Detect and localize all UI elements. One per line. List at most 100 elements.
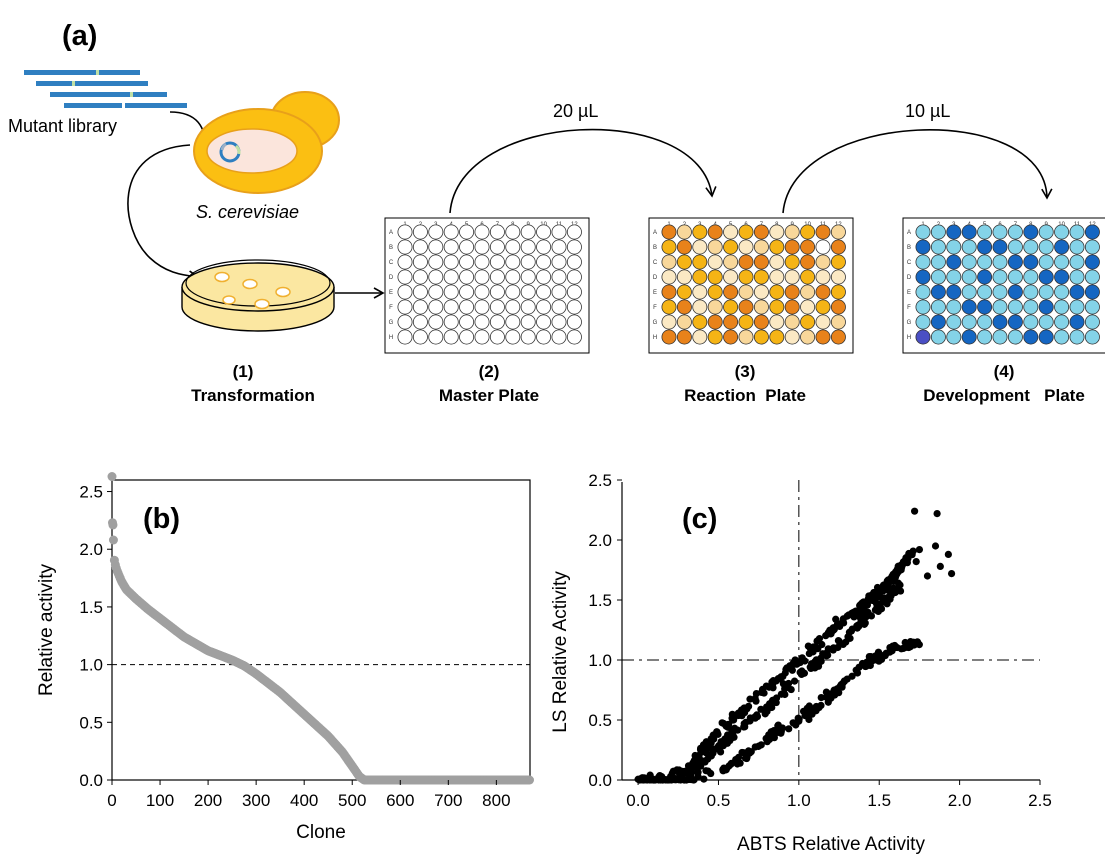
plate-well [977, 239, 993, 255]
plate-well [397, 269, 413, 285]
plate-well [1023, 254, 1039, 270]
volume-label-10: 10 µL [905, 101, 950, 121]
plate-well [946, 254, 962, 270]
chart-c-point [860, 602, 869, 610]
plate-well [707, 239, 723, 255]
chart-c-point [774, 721, 782, 729]
plate-well [977, 254, 993, 270]
chart-b-y-tick-label: 2.5 [79, 483, 103, 502]
chart-c-point [741, 754, 750, 762]
step-4-name: Development Plate [923, 386, 1085, 405]
plate-well [1007, 284, 1023, 300]
plate-well [784, 329, 800, 345]
chart-c-point [639, 776, 647, 784]
plate-well [551, 239, 567, 255]
plate-well [930, 314, 946, 330]
plate-well [443, 224, 459, 240]
chart-c-point [850, 609, 858, 618]
plate-well [1038, 329, 1054, 345]
plate-well [661, 284, 677, 300]
plate-well [769, 314, 785, 330]
chart-c-point [810, 705, 818, 713]
plate-well [1084, 254, 1100, 270]
chart-c-point [887, 575, 895, 583]
panel-a-label: (a) [62, 20, 97, 52]
plate-well [930, 284, 946, 300]
chart-b-y-tick-label: 2.0 [79, 540, 103, 559]
chart-c-point [912, 558, 920, 566]
plate-well [692, 314, 708, 330]
panel-a: (a) Mutant library S. cerevisi [8, 20, 1105, 405]
plate-well [692, 269, 708, 285]
plate-well [930, 239, 946, 255]
plate-well [707, 284, 723, 300]
plate-well [536, 284, 552, 300]
chart-c-point [768, 703, 776, 712]
chart-c-point [702, 738, 711, 746]
plate-well [428, 299, 444, 315]
plate-well [412, 254, 428, 270]
plate-row-label: E [907, 290, 911, 296]
chart-c-point [697, 758, 705, 767]
plate-well [930, 329, 946, 345]
plate-well [412, 284, 428, 300]
plate-well [707, 314, 723, 330]
plate-well [946, 224, 962, 240]
chart-c-point [762, 734, 770, 742]
plate-well [830, 314, 846, 330]
plate-row-label: C [389, 260, 394, 266]
plate-well [977, 329, 993, 345]
plate-well [1023, 224, 1039, 240]
plate-well [977, 269, 993, 285]
chart-c-point [667, 774, 675, 782]
chart-c-x-tick-label: 0.0 [626, 791, 650, 810]
plate-well [489, 224, 505, 240]
chart-c-point [781, 669, 789, 677]
plate-well [1038, 239, 1054, 255]
development-plate: 123456789101112ABCDEFGH [902, 217, 1105, 354]
chart-c-point [698, 746, 706, 754]
plate-well [443, 269, 459, 285]
plate-well [459, 284, 475, 300]
plate-row-label: C [907, 260, 912, 266]
chart-c-point [751, 743, 759, 751]
plate-row-label: D [389, 275, 394, 281]
plate-well [692, 224, 708, 240]
plate-well [815, 329, 831, 345]
chart-b-point [108, 535, 118, 545]
chart-c-x-tick-label: 0.5 [707, 791, 731, 810]
plate-well [1023, 314, 1039, 330]
plate-well [536, 254, 552, 270]
chart-c-point [936, 562, 944, 571]
plate-well [489, 314, 505, 330]
plate-row-label: A [389, 230, 393, 236]
plate-well [977, 284, 993, 300]
chart-c-point [853, 624, 861, 632]
chart-c-point [757, 705, 765, 713]
plate-well [505, 269, 521, 285]
chart-c-point [811, 664, 819, 672]
plate-well [661, 239, 677, 255]
plate-well [520, 269, 536, 285]
plate-row-label: E [653, 290, 657, 296]
plate-well [769, 284, 785, 300]
plate-well [1054, 284, 1070, 300]
plate-well [1023, 269, 1039, 285]
plate-well [692, 299, 708, 315]
plate-well [520, 284, 536, 300]
chart-c-point [866, 654, 874, 662]
plate-well [815, 239, 831, 255]
plate-well [800, 239, 816, 255]
plate-row-label: F [653, 305, 657, 311]
chart-c-point [872, 599, 881, 608]
plate-row-label: H [907, 335, 911, 341]
plate-well [815, 299, 831, 315]
plate-well [784, 224, 800, 240]
plate-well [830, 299, 846, 315]
chart-c-point [673, 766, 681, 774]
plate-well [961, 239, 977, 255]
plate-well [723, 269, 739, 285]
chart-c-point [883, 600, 891, 608]
plate-well [566, 299, 582, 315]
plate-well [815, 269, 831, 285]
